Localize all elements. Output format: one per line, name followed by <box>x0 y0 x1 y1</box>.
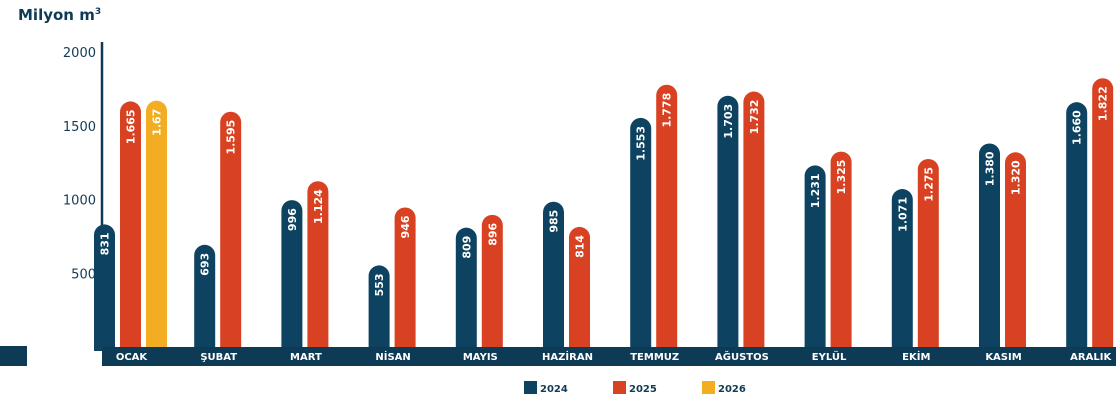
legend-label: 2026 <box>718 384 746 395</box>
bar-2025-aralik <box>1092 78 1114 351</box>
legend-swatch-2026 <box>702 381 715 394</box>
y-tick-label: 500 <box>71 267 96 282</box>
x-tick-label: MART <box>290 352 322 363</box>
x-axis-band: OCAK ŞUBAT MART NİSAN MAYIS HAZİRAN TEMMUZ AĞUS… <box>0 346 1116 366</box>
bar-value-label: 1.124 <box>312 189 325 224</box>
bar-2025-ağustos <box>743 91 765 351</box>
bar-value-label: 1.732 <box>748 100 761 135</box>
x-axis-band-bar <box>102 347 1116 366</box>
bar-2025-temmuz <box>656 84 678 352</box>
legend-swatch-2024 <box>524 381 537 394</box>
bar-2024-eki̇m <box>891 189 913 351</box>
bar-value-label: 1.231 <box>809 173 822 208</box>
bar-value-label: 814 <box>574 235 587 258</box>
legend-label: 2024 <box>540 384 568 395</box>
bar-2025-mart <box>307 181 329 351</box>
y-tick-label: 1500 <box>63 120 96 135</box>
bar-value-label: 1.553 <box>635 126 648 161</box>
legend-swatch-2025 <box>613 381 626 394</box>
x-tick-label: OCAK <box>116 352 149 363</box>
bar-2024-eylül <box>804 165 826 351</box>
bar-value-label: 1.071 <box>896 197 909 232</box>
bar-value-label: 1.778 <box>661 93 674 128</box>
bar-value-label: 831 <box>99 232 112 255</box>
bar-2025-ni̇san <box>394 207 416 351</box>
bar-value-label: 1.320 <box>1010 160 1023 195</box>
bar-value-label: 1.380 <box>984 151 997 186</box>
bar-value-label: 896 <box>486 223 499 246</box>
bar-value-label: 996 <box>286 208 299 231</box>
bar-2025-ocak <box>120 101 141 351</box>
bars: 831 1.665 1.67 693 1.595 996 1.124 553 946 809 896… <box>94 78 1114 352</box>
bar-2025-mayis <box>481 214 503 351</box>
bar-2024-şubat <box>194 244 216 351</box>
bar-value-label: 985 <box>548 210 561 233</box>
bar-value-label: 693 <box>199 253 212 276</box>
bar-value-label: 1.275 <box>922 167 935 202</box>
bar-2024-mayis <box>455 227 477 351</box>
left-accent-block <box>0 346 27 366</box>
bar-value-label: 1.595 <box>225 120 238 155</box>
bar-2024-aralik <box>1066 102 1088 352</box>
bar-2025-eki̇m <box>917 158 939 351</box>
bar-2024-mart <box>281 200 303 351</box>
bar-value-label: 1.703 <box>722 104 735 139</box>
bar-2024-hazi̇ran <box>543 201 564 351</box>
y-axis: 500 1000 1500 2000 <box>63 42 104 347</box>
x-tick-label: HAZİRAN <box>542 349 593 363</box>
bar-value-label: 1.660 <box>1071 110 1084 145</box>
bar-2024-ocak <box>94 224 115 351</box>
y-axis-unit-label: Milyon m3 <box>18 6 102 24</box>
x-tick-label: MAYIS <box>463 352 498 363</box>
x-tick-label: TEMMUZ <box>630 352 679 363</box>
x-tick-label: EKİM <box>902 349 930 363</box>
bar-2025-kasim <box>1005 152 1026 351</box>
bar-value-label: 553 <box>373 273 386 296</box>
bar-2025-şubat <box>220 111 242 351</box>
bar-2026-ocak <box>146 100 167 351</box>
x-tick-label: EYLÜL <box>812 349 847 363</box>
y-tick-label: 1000 <box>63 194 96 209</box>
legend-label: 2025 <box>629 384 657 395</box>
bar-2024-kasim <box>979 143 1000 351</box>
bar-value-label: 1.325 <box>835 160 848 195</box>
bar-2025-eylül <box>830 151 852 351</box>
x-tick-label: ŞUBAT <box>200 352 237 363</box>
bar-2024-ni̇san <box>368 265 390 351</box>
legend: 2024 2025 2026 <box>524 381 746 395</box>
bar-2025-hazi̇ran <box>569 226 590 351</box>
bar-value-label: 809 <box>460 236 473 259</box>
bar-2024-ağustos <box>717 95 739 352</box>
x-tick-label: ARALIK <box>1070 352 1112 363</box>
x-tick-label: NİSAN <box>375 349 410 363</box>
bar-value-label: 946 <box>399 215 412 238</box>
bar-value-label: 1.665 <box>125 109 138 144</box>
x-tick-label: KASIM <box>985 352 1021 363</box>
bar-value-label: 1.67 <box>151 109 164 136</box>
bar-2024-temmuz <box>630 117 652 351</box>
x-tick-label: AĞUSTOS <box>715 350 769 363</box>
y-tick-label: 2000 <box>63 46 96 61</box>
bar-value-label: 1.822 <box>1097 86 1110 121</box>
